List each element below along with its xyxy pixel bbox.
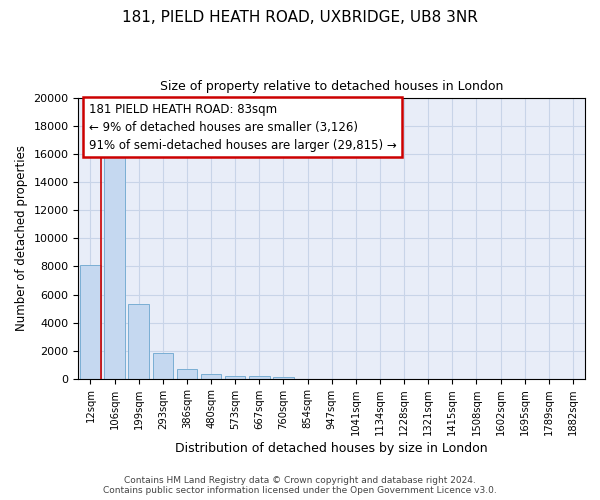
- Bar: [201, 374, 221, 378]
- Bar: [249, 376, 269, 378]
- Bar: [273, 377, 294, 378]
- Bar: [128, 304, 149, 378]
- Text: Contains HM Land Registry data © Crown copyright and database right 2024.
Contai: Contains HM Land Registry data © Crown c…: [103, 476, 497, 495]
- Bar: [80, 265, 101, 378]
- Bar: [152, 354, 173, 378]
- Text: 181, PIELD HEATH ROAD, UXBRIDGE, UB8 3NR: 181, PIELD HEATH ROAD, UXBRIDGE, UB8 3NR: [122, 10, 478, 25]
- Bar: [104, 146, 125, 378]
- X-axis label: Distribution of detached houses by size in London: Distribution of detached houses by size …: [175, 442, 488, 455]
- Title: Size of property relative to detached houses in London: Size of property relative to detached ho…: [160, 80, 503, 93]
- Y-axis label: Number of detached properties: Number of detached properties: [15, 146, 28, 332]
- Bar: [177, 370, 197, 378]
- Text: 181 PIELD HEATH ROAD: 83sqm
← 9% of detached houses are smaller (3,126)
91% of s: 181 PIELD HEATH ROAD: 83sqm ← 9% of deta…: [89, 102, 396, 152]
- Bar: [225, 376, 245, 378]
